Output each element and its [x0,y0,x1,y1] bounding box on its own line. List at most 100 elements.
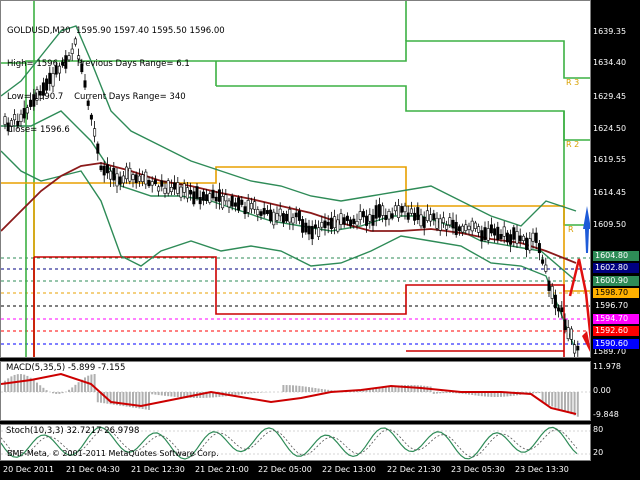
candle-body [144,171,148,185]
macd-histogram-bar [359,390,362,392]
price-chart-pane[interactable]: GOLDUSD,M30 1595.90 1597.40 1595.50 1596… [0,0,591,358]
stochastic-pane[interactable]: Stoch(10,3,3) 32.7217 26.9798 BMF-Meta, … [0,424,591,461]
candle-body [512,227,516,240]
candle-body [473,222,477,229]
macd-histogram-bar [576,392,579,417]
macd-histogram-bar [16,374,19,392]
macd-histogram-bar [58,392,61,394]
candle-body [349,219,353,227]
macd-histogram-bar [384,386,387,392]
macd-label: MACD(5,35,5) -5.899 -7.155 [6,363,126,373]
macd-histogram-bar [381,387,384,392]
macd-histogram-bar [231,392,234,396]
macd-histogram-bar [151,392,154,395]
candle-body [352,218,356,224]
macd-histogram-bar [573,392,576,416]
macd-histogram-bar [314,388,317,392]
price-tick: 1609.50 [593,220,627,229]
price-level-tag: 1596.70 [593,301,639,311]
macd-histogram-bar [301,386,304,392]
candle-body [80,63,84,73]
candle-body [387,211,391,220]
macd-histogram-bar [474,392,477,396]
pivot-label-r2: R 2 [566,140,580,149]
macd-histogram-bar [480,392,483,397]
macd-histogram-bar [109,392,112,405]
candle-body [441,217,445,223]
macd-histogram-bar [564,392,566,412]
price-tick: 1614.45 [593,188,627,197]
candle-body [515,231,519,244]
candle-body [25,107,29,114]
macd-histogram-bar [298,385,301,392]
candle-body [499,234,503,240]
macd-histogram-bar [285,385,288,392]
candle-body [557,307,561,312]
macd-histogram-bar [324,389,326,392]
macd-histogram-bar [135,392,138,409]
candle-body [457,226,461,232]
candle-body [573,344,577,354]
candle-body [541,259,545,264]
macd-histogram-bar [496,392,499,397]
candle-body [371,214,375,226]
macd-histogram-bar [77,382,80,392]
pivot-r2-line [216,85,590,141]
macd-histogram-bar [240,392,243,395]
macd-histogram-bar [132,392,134,408]
up-arrow-icon [583,206,590,253]
macd-histogram-bar [26,375,29,392]
candle-body [201,191,205,201]
macd-histogram-bar [506,392,509,397]
macd-tick: 0.00 [593,386,611,395]
macd-histogram-bar [119,392,122,406]
candle-body [160,180,164,187]
macd-histogram-bar [250,392,253,394]
candle-body [73,38,77,45]
macd-histogram-bar [436,392,438,394]
macd-histogram-bar [74,384,77,392]
candle-body [409,208,413,214]
candle-body [249,203,253,210]
macd-histogram-bar [148,392,150,410]
candle-body [521,235,525,241]
price-level-tag: 1602.80 [593,263,639,273]
candle-body [128,167,132,182]
macd-tick: -9.848 [593,410,619,419]
candle-body [169,187,173,192]
candle-body [35,89,39,101]
candle-body [509,234,513,245]
price-level-tag: 1598.70 [593,288,639,298]
candle-body [291,217,295,224]
price-chart-canvas [1,1,590,357]
candle-body [83,80,87,88]
macd-histogram-bar [320,388,323,392]
macd-histogram-bar [29,377,32,392]
candle-body [134,174,138,184]
macd-histogram-bar [39,385,42,392]
time-label: 22 Dec 21:30 [387,465,441,474]
macd-histogram-bar [157,392,160,396]
candle-body [432,213,436,220]
macd-histogram-bar [208,392,211,398]
candle-body [102,165,106,176]
price-level-tag: 1590.60 [593,339,639,349]
candle-body [227,200,231,208]
candle-body [176,182,180,194]
macd-histogram-bar [407,385,410,392]
price-level-tag: 1604.80 [593,251,639,261]
macd-histogram-bar [410,385,413,392]
candle-body [377,204,381,218]
macd-histogram-bar [432,392,435,394]
candle-body [38,90,42,96]
bollinger-upper [1,25,577,227]
macd-histogram-bar [144,392,147,410]
price-scale[interactable]: 1639.35 1634.40 1629.45 1624.50 1619.55 … [593,0,640,358]
macd-pane[interactable]: MACD(5,35,5) -5.899 -7.155 [0,361,591,421]
candle-body [243,206,247,215]
macd-histogram-bar [173,392,176,397]
stoch-signal-line [1,428,578,458]
candle-body [301,219,305,233]
candle-body [381,205,385,216]
candle-body [429,214,433,222]
